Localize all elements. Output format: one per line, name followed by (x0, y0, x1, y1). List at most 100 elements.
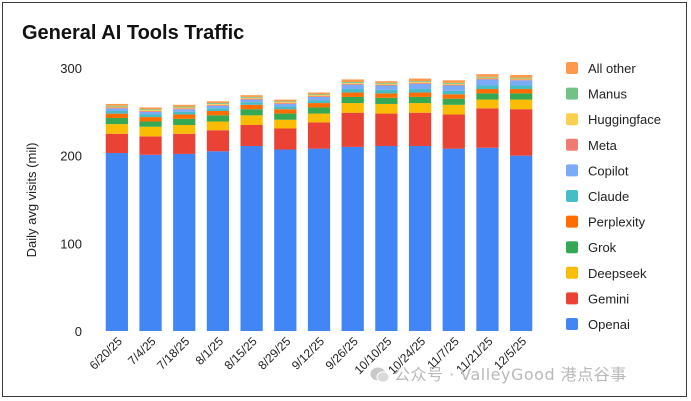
legend-item: Openai (566, 317, 630, 332)
legend-swatch (566, 266, 578, 279)
bar-segment-grok (476, 93, 499, 100)
legend-item: Perplexity (566, 215, 646, 230)
bar-segment-copilot (139, 111, 162, 115)
bar-segment-meta (307, 96, 331, 97)
y-tick-label: 0 (75, 324, 82, 339)
bar-segment-perplexity (139, 117, 162, 122)
bar-segment-manus (442, 82, 465, 84)
bar-stack (408, 78, 432, 331)
bar-segment-claude (476, 85, 499, 90)
legend-label: Deepseek (588, 266, 647, 281)
bar-segment-deepseek (442, 104, 465, 115)
bar-segment-claude (341, 89, 364, 93)
x-tick-label: 8/29/25 (255, 334, 293, 372)
bar-segment-huggingface (206, 103, 230, 105)
bar-segment-openai (510, 155, 533, 331)
bar-segment-meta (341, 83, 364, 85)
bar-segment-copilot (173, 109, 196, 112)
bar-segment-openai (206, 151, 230, 331)
legend-item: Gemini (566, 291, 629, 306)
bar-segment-claude (240, 102, 263, 105)
bar-segment-claude (274, 106, 297, 110)
bar-segment-gemini (240, 124, 263, 147)
bar-segment-perplexity (476, 89, 499, 94)
x-tick-label: 7/18/25 (154, 334, 192, 372)
legend-label: All other (588, 61, 636, 76)
bar-segment-all-other (240, 95, 263, 97)
bar-segment-perplexity (240, 104, 263, 110)
bar-segment-perplexity (206, 110, 230, 116)
bar-segment-grok (206, 115, 230, 122)
bar-segment-deepseek (139, 126, 162, 137)
bar-segment-claude (206, 108, 230, 111)
bar-stack (173, 104, 196, 331)
bar-segment-meta (139, 110, 162, 112)
bar-segment-gemini (105, 133, 128, 154)
bar-segment-meta (274, 103, 297, 104)
bar-segment-claude (375, 89, 398, 94)
bar-segment-huggingface (173, 107, 196, 109)
bar-segment-meta (510, 79, 533, 81)
bar-segment-all-other (105, 103, 128, 106)
y-tick-label: 200 (60, 149, 82, 164)
bar-segment-all-other (206, 101, 230, 104)
legend-item: Claude (566, 189, 629, 204)
bar-segment-manus (240, 96, 263, 98)
legend-swatch (566, 241, 578, 254)
legend-item: All other (566, 61, 636, 76)
bar-segment-manus (375, 82, 398, 84)
bar-segment-all-other (341, 79, 364, 83)
bar-segment-copilot (408, 83, 432, 90)
bar-segment-perplexity (173, 114, 196, 119)
bar-segment-copilot (476, 79, 499, 86)
y-tick-label: 300 (60, 61, 82, 76)
legend-swatch (566, 87, 578, 100)
bar-segment-openai (105, 153, 128, 331)
legend-item: Deepseek (566, 266, 647, 281)
bar-segment-huggingface (476, 77, 499, 79)
bar-segment-copilot (375, 85, 398, 90)
bar-segment-all-other (139, 107, 162, 110)
bar-segment-meta (105, 107, 128, 109)
x-tick-label: 9/12/25 (289, 334, 327, 372)
bar-segment-openai (408, 146, 432, 331)
bar-segment-manus (307, 94, 331, 96)
legend-swatch (566, 215, 578, 228)
bar-segment-grok (105, 117, 128, 125)
bar-segment-all-other (274, 99, 297, 102)
bar-segment-perplexity (510, 89, 533, 94)
legend-label: Perplexity (588, 215, 646, 230)
bar-segment-deepseek (173, 124, 196, 134)
legend-swatch (566, 62, 578, 74)
bar-segment-perplexity (375, 93, 398, 98)
bar-segment-manus (139, 109, 162, 111)
bar-segment-huggingface (307, 95, 331, 97)
bar-segment-deepseek (105, 124, 128, 134)
bar-stack (105, 103, 128, 331)
bar-segment-deepseek (240, 115, 263, 125)
bar-stack (274, 99, 297, 331)
bar-segment-claude (139, 114, 162, 118)
bar-segment-perplexity (442, 94, 465, 99)
legend-swatch (566, 164, 578, 177)
bar-stack (206, 101, 230, 331)
legend-label: Openai (588, 317, 630, 332)
bar-segment-manus (173, 106, 196, 108)
legend-swatch (566, 138, 578, 151)
bar-segment-claude (408, 89, 432, 93)
bar-segment-deepseek (375, 103, 398, 114)
legend-swatch (566, 190, 578, 202)
bar-segment-meta (442, 84, 465, 86)
bar-segment-copilot (510, 80, 533, 86)
bar-segment-claude (173, 111, 196, 115)
bar-segment-meta (476, 78, 499, 80)
bar-segment-openai (442, 148, 465, 331)
bar-segment-gemini (173, 133, 196, 154)
bar-segment-huggingface (510, 78, 533, 80)
bar-segment-gemini (307, 122, 331, 149)
bar-segment-copilot (206, 105, 230, 109)
legend-label: Huggingface (588, 112, 661, 127)
bar-segment-perplexity (408, 92, 432, 97)
bar-segment-manus (105, 105, 128, 107)
legend-swatch (566, 113, 578, 126)
